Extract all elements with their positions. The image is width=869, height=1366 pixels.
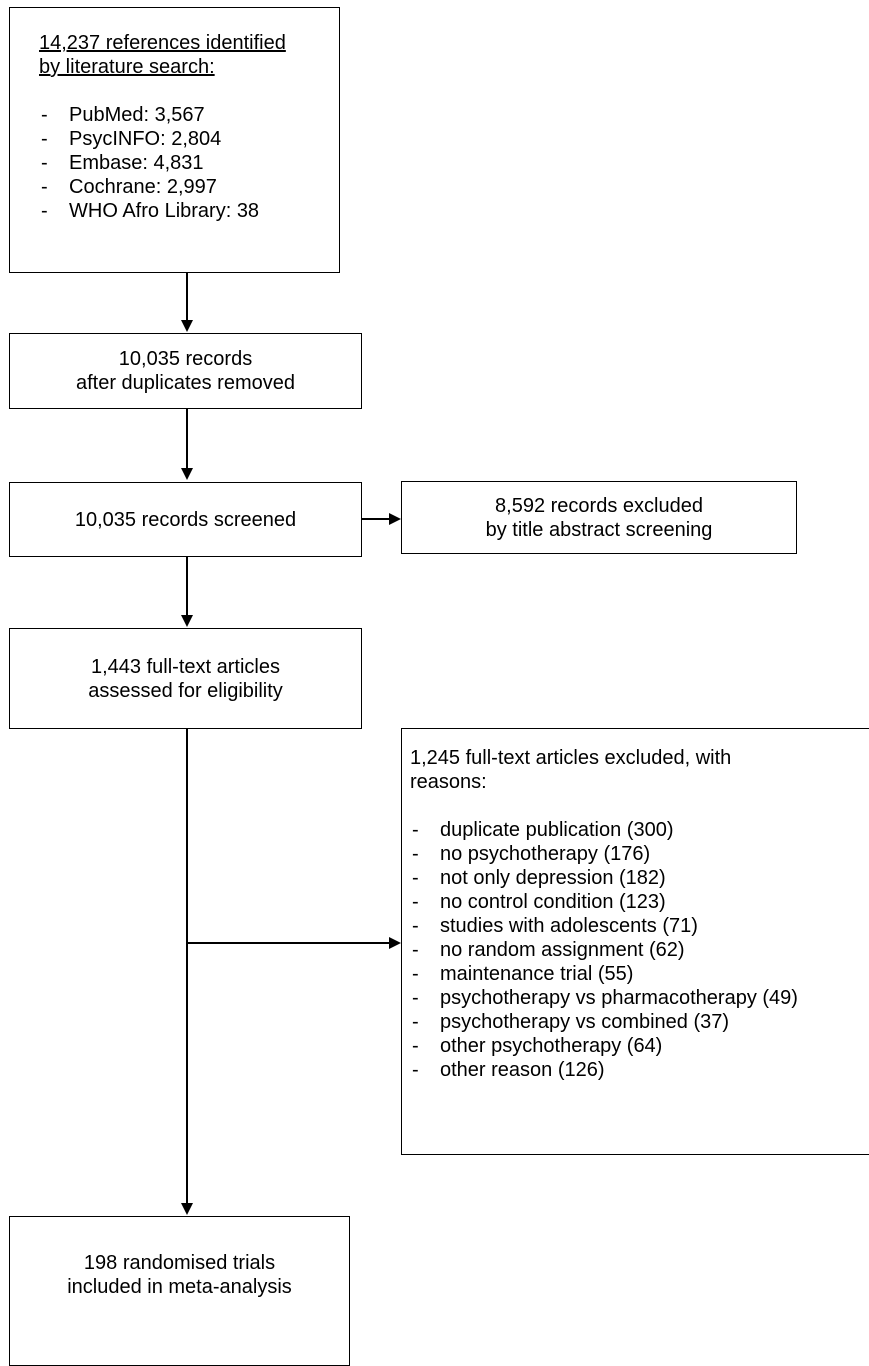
screen-excluded-line2: by title abstract screening xyxy=(485,518,713,541)
reason-item: maintenance trial (55) xyxy=(410,962,869,986)
included-line1: 198 randomised trials xyxy=(83,1252,276,1274)
reason-item: other reason (126) xyxy=(410,1058,869,1082)
reason-item: duplicate publication (300) xyxy=(410,818,869,842)
connector-line xyxy=(186,557,188,615)
screen-excluded-line1: 8,592 records excluded xyxy=(495,494,703,517)
screened-box: 10,035 records screened xyxy=(9,482,362,557)
arrow-down-icon xyxy=(181,468,193,480)
reason-item: not only depression (182) xyxy=(410,866,869,890)
arrow-right-icon xyxy=(389,513,401,525)
reason-item: psychotherapy vs combined (37) xyxy=(410,1010,869,1034)
identification-heading-line1: 14,237 references identified xyxy=(39,32,286,54)
source-item: Cochrane: 2,997 xyxy=(39,175,339,199)
source-item: PsycINFO: 2,804 xyxy=(39,127,339,151)
reason-item: psychotherapy vs pharmacotherapy (49) xyxy=(410,986,869,1010)
included-line2: included in meta-analysis xyxy=(67,1276,292,1298)
eligibility-box: 1,443 full-text articles assessed for el… xyxy=(9,628,362,729)
reason-list: duplicate publication (300) no psychothe… xyxy=(410,818,869,1082)
identification-box: 14,237 references identified by literatu… xyxy=(9,7,340,273)
arrow-right-icon xyxy=(389,937,401,949)
connector-line xyxy=(186,942,390,944)
source-list: PubMed: 3,567 PsycINFO: 2,804 Embase: 4,… xyxy=(39,103,339,223)
included-box: 198 randomised trials included in meta-a… xyxy=(9,1216,350,1366)
arrow-down-icon xyxy=(181,1203,193,1215)
reason-item: other psychotherapy (64) xyxy=(410,1034,869,1058)
deduplicated-line1: 10,035 records xyxy=(118,348,253,370)
eligibility-line1: 1,443 full-text articles xyxy=(91,655,280,678)
source-item: PubMed: 3,567 xyxy=(39,103,339,127)
connector-line xyxy=(186,729,188,1203)
arrow-down-icon xyxy=(181,615,193,627)
fulltext-excluded-heading-line2: reasons: xyxy=(410,771,487,793)
fulltext-excluded-heading-line1: 1,245 full-text articles excluded, with xyxy=(410,747,732,769)
reason-item: studies with adolescents (71) xyxy=(410,914,869,938)
reason-item: no random assignment (62) xyxy=(410,938,869,962)
source-item: Embase: 4,831 xyxy=(39,151,339,175)
connector-line xyxy=(186,409,188,468)
identification-heading-line2: by literature search: xyxy=(39,56,215,78)
arrow-down-icon xyxy=(181,320,193,332)
connector-line xyxy=(362,518,390,520)
eligibility-line2: assessed for eligibility xyxy=(88,679,283,702)
deduplicated-line2: after duplicates removed xyxy=(75,372,295,394)
fulltext-excluded-box: 1,245 full-text articles excluded, with … xyxy=(401,728,869,1155)
reason-item: no control condition (123) xyxy=(410,890,869,914)
connector-line xyxy=(186,273,188,320)
reason-item: no psychotherapy (176) xyxy=(410,842,869,866)
source-item: WHO Afro Library: 38 xyxy=(39,199,339,223)
deduplicated-box: 10,035 records after duplicates removed xyxy=(9,333,362,409)
screened-text: 10,035 records screened xyxy=(74,508,297,531)
screen-excluded-box: 8,592 records excluded by title abstract… xyxy=(401,481,797,554)
